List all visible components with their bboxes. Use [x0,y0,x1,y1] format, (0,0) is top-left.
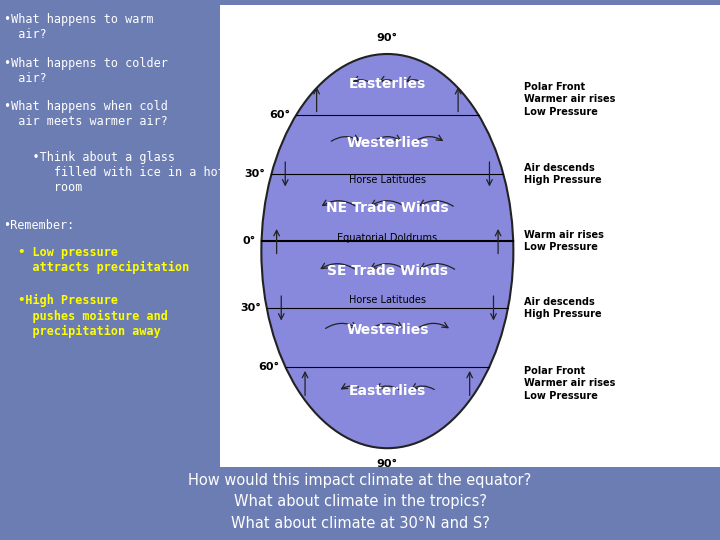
Text: •Think about a glass
       filled with ice in a hot
       room: •Think about a glass filled with ice in … [4,151,225,194]
Text: •Remember:: •Remember: [4,219,75,232]
Text: 30°: 30° [240,303,261,313]
Text: 60°: 60° [269,110,290,120]
Ellipse shape [261,54,513,448]
Text: Easterlies: Easterlies [348,384,426,398]
Text: •What happens to warm
  air?: •What happens to warm air? [4,14,153,42]
Text: Warm air rises
Low Pressure: Warm air rises Low Pressure [524,230,604,252]
Text: 60°: 60° [258,362,280,373]
Text: Polar Front
Warmer air rises
Low Pressure: Polar Front Warmer air rises Low Pressur… [524,366,616,401]
Text: Equatorial Doldrums: Equatorial Doldrums [337,233,438,244]
Text: NE Trade Winds: NE Trade Winds [326,201,449,215]
Text: Westerlies: Westerlies [346,323,428,337]
Text: 30°: 30° [245,169,266,179]
Text: Air descends
High Pressure: Air descends High Pressure [524,163,602,185]
Text: Polar Front
Warmer air rises
Low Pressure: Polar Front Warmer air rises Low Pressur… [524,82,616,117]
Text: Easterlies: Easterlies [348,77,426,91]
Text: • Low pressure
    attracts precipitation: • Low pressure attracts precipitation [4,246,189,274]
Text: 0°: 0° [243,236,256,246]
Bar [220,5,720,467]
Text: 90°: 90° [377,459,398,469]
Text: SE Trade Winds: SE Trade Winds [327,264,448,278]
Text: Horse Latitudes: Horse Latitudes [349,175,426,185]
Text: •What happens when cold
  air meets warmer air?: •What happens when cold air meets warmer… [4,100,168,128]
Text: What about climate in the tropics?: What about climate in the tropics? [233,494,487,509]
Text: Westerlies: Westerlies [346,136,428,150]
Text: What about climate at 30°N and S?: What about climate at 30°N and S? [230,516,490,531]
Text: Air descends
High Pressure: Air descends High Pressure [524,297,602,320]
Text: Horse Latitudes: Horse Latitudes [349,295,426,306]
Text: 90°: 90° [377,33,398,43]
Text: How would this impact climate at the equator?: How would this impact climate at the equ… [189,472,531,488]
Text: •High Pressure
    pushes moisture and
    precipitation away: •High Pressure pushes moisture and preci… [4,294,168,338]
Text: •What happens to colder
  air?: •What happens to colder air? [4,57,168,85]
